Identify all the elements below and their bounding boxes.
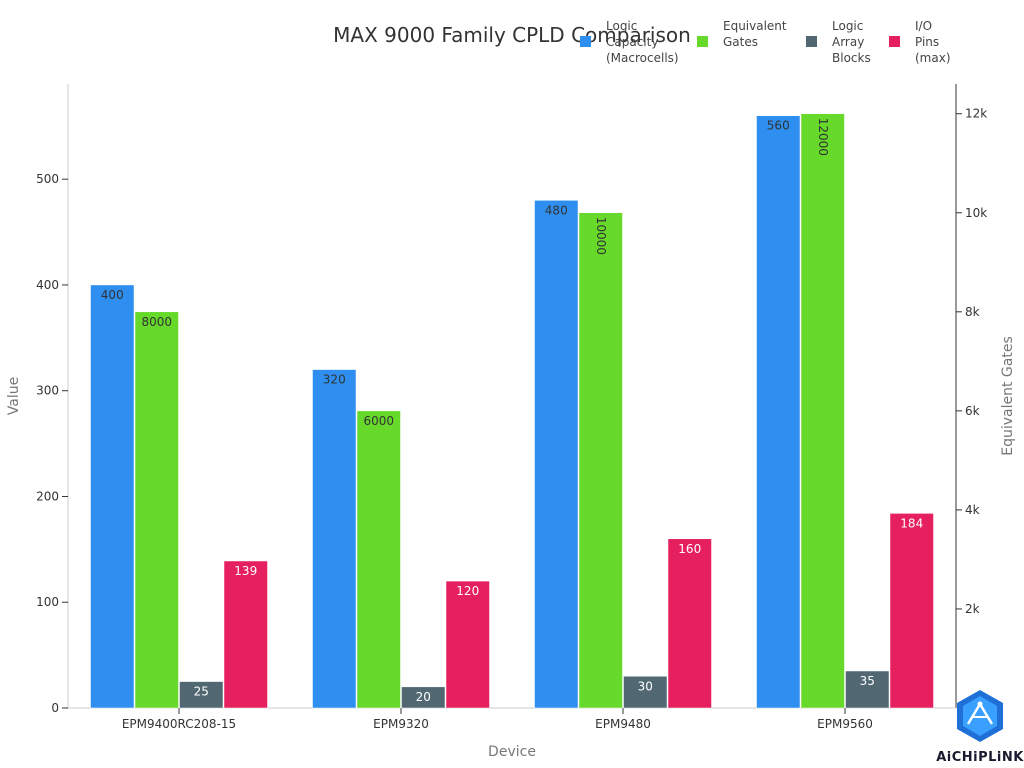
bar-value-label: 10000 bbox=[594, 217, 608, 255]
y-tick-label: 300 bbox=[36, 384, 59, 398]
bar-value-label: 25 bbox=[194, 685, 209, 699]
legend-label: Array bbox=[832, 35, 864, 49]
y-tick-label: 0 bbox=[51, 701, 59, 715]
bar-logic-capacity-macrocells bbox=[90, 284, 135, 709]
y2-axis-title: Equivalent Gates bbox=[1000, 336, 1016, 456]
y-axis-title: Value bbox=[6, 377, 22, 415]
bar-logic-capacity-macrocells bbox=[756, 115, 801, 709]
x-tick-label: EPM9400RC208-15 bbox=[122, 717, 236, 731]
legend-swatch bbox=[806, 36, 817, 47]
legend-swatch bbox=[889, 36, 900, 47]
logo-text: AiCHiPLiNK bbox=[936, 750, 1024, 765]
bar-value-label: 160 bbox=[678, 542, 701, 556]
x-tick-label: EPM9480 bbox=[595, 717, 651, 731]
brand-logo: AiCHiPLiNK bbox=[936, 690, 1024, 765]
bar-i-o-pins-max bbox=[445, 580, 490, 709]
legend-label: Blocks bbox=[832, 51, 871, 65]
bar-value-label: 120 bbox=[456, 584, 479, 598]
bar-value-label: 320 bbox=[323, 373, 346, 387]
y2-tick-label: 10k bbox=[965, 206, 987, 220]
legend-label: Equivalent bbox=[723, 19, 787, 33]
legend-swatch bbox=[697, 36, 708, 47]
y-tick-label: 100 bbox=[36, 595, 59, 609]
chart-title: MAX 9000 Family CPLD Comparison bbox=[333, 23, 691, 47]
bar-labels: 400 8000 25 139 320 6000 20 120 480 10000 30 160 560… bbox=[101, 118, 923, 704]
bar-logic-capacity-macrocells bbox=[534, 200, 579, 709]
bar-i-o-pins-max bbox=[223, 560, 268, 709]
y2-tick-label: 6k bbox=[965, 404, 980, 418]
legend-label: I/O bbox=[915, 19, 932, 33]
chip-link-logo-icon bbox=[957, 690, 1003, 742]
x-tick-label: EPM9560 bbox=[817, 717, 873, 731]
legend-label: Capacity bbox=[606, 35, 658, 49]
x-tick-label: EPM9320 bbox=[373, 717, 429, 731]
bar-value-label: 30 bbox=[638, 679, 653, 693]
bar-value-label: 20 bbox=[416, 690, 431, 704]
y-tick-label: 200 bbox=[36, 489, 59, 503]
bar-logic-capacity-macrocells bbox=[312, 369, 357, 709]
bar-value-label: 184 bbox=[900, 516, 923, 530]
bar-value-label: 6000 bbox=[363, 414, 394, 428]
bar-value-label: 12000 bbox=[816, 118, 830, 156]
bar-value-label: 480 bbox=[545, 203, 568, 217]
legend-label: Pins bbox=[915, 35, 939, 49]
y2-tick-label: 12k bbox=[965, 107, 987, 121]
y2-tick-label: 8k bbox=[965, 305, 980, 319]
bar-value-label: 139 bbox=[234, 564, 257, 578]
bar-equivalent-gates bbox=[578, 212, 623, 709]
bar-equivalent-gates bbox=[356, 410, 401, 709]
bar-logic-array-blocks bbox=[179, 681, 224, 709]
y2-tick-label: 4k bbox=[965, 503, 980, 517]
legend-label: Gates bbox=[723, 35, 758, 49]
bar-value-label: 400 bbox=[101, 288, 124, 302]
y2-tick-label: 2k bbox=[965, 602, 980, 616]
bar-value-label: 35 bbox=[860, 674, 875, 688]
y-tick-label: 400 bbox=[36, 278, 59, 292]
bar-value-label: 8000 bbox=[141, 315, 172, 329]
bar-value-label: 560 bbox=[767, 119, 790, 133]
bar-equivalent-gates bbox=[134, 311, 179, 709]
legend: Logic Capacity (Macrocells) Equivalent Gates… bbox=[580, 19, 951, 65]
bar-i-o-pins-max bbox=[667, 538, 712, 709]
bar-logic-array-blocks bbox=[845, 670, 890, 709]
x-axis-title: Device bbox=[488, 744, 536, 760]
legend-swatch bbox=[580, 36, 591, 47]
legend-label: Logic bbox=[832, 19, 863, 33]
legend-label: Logic bbox=[606, 19, 637, 33]
y-tick-label: 500 bbox=[36, 172, 59, 186]
bar-logic-array-blocks bbox=[623, 676, 668, 709]
legend-label: (max) bbox=[915, 51, 951, 65]
legend-label: (Macrocells) bbox=[606, 51, 679, 65]
bar-logic-array-blocks bbox=[401, 686, 446, 709]
bar-equivalent-gates bbox=[800, 113, 845, 709]
bar-i-o-pins-max bbox=[889, 513, 934, 709]
bars bbox=[90, 113, 934, 709]
